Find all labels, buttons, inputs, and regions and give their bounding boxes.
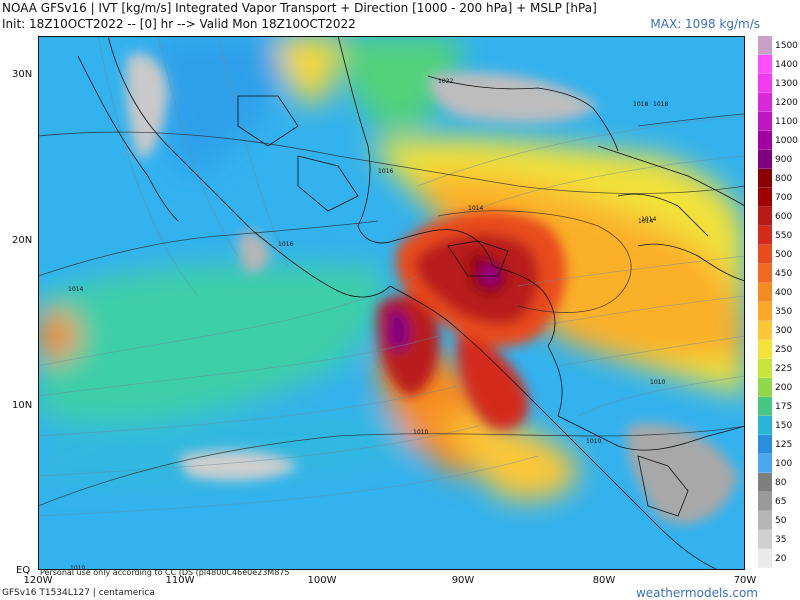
colorbar-segment [758, 36, 772, 55]
lat-label-20n: 20N [12, 235, 33, 246]
colorbar-tick-label: 800 [775, 173, 793, 184]
colorbar-segment [758, 416, 772, 435]
colorbar-segment [758, 188, 772, 207]
max-value-label: MAX: 1098 kg/m/s [650, 17, 760, 31]
isobar-label: 1010 [413, 429, 428, 436]
model-info: GFSv16 T1534L127 | centamerica [2, 588, 155, 598]
isobar-label: 1014 [68, 286, 83, 293]
colorbar-segment [758, 340, 772, 359]
colorbar-segment [758, 93, 772, 112]
colorbar-tick-label: 600 [775, 211, 793, 222]
isobar-label: 1018 [633, 101, 648, 108]
colorbar-segment [758, 264, 772, 283]
colorbar-tick-label: 900 [775, 154, 793, 165]
colorbar-tick-label: 50 [775, 515, 787, 526]
isobar-label: 1010 [70, 565, 85, 570]
map-title: NOAA GFSv16 | IVT [kg/m/s] Integrated Va… [2, 1, 597, 15]
colorbar-tick-label: 175 [775, 401, 793, 412]
colorbar-segment [758, 169, 772, 188]
colorbar-tick-label: 550 [775, 230, 793, 241]
colorbar-tick-label: 250 [775, 344, 793, 355]
colorbar [758, 36, 772, 568]
pacific-coastline [107, 36, 391, 298]
lat-label-30n: 30N [12, 69, 33, 80]
map-frame [38, 36, 745, 570]
colorbar-segment [758, 454, 772, 473]
colorbar-tick-label: 450 [775, 268, 793, 279]
isobar-label: 1014 [641, 216, 656, 223]
colorbar-tick-label: 1500 [775, 40, 798, 51]
colorbar-segment [758, 359, 772, 378]
colorbar-segment [758, 245, 772, 264]
colorbar-segment [758, 549, 772, 568]
lat-label-eq: EQ [16, 565, 31, 576]
colorbar-tick-label: 100 [775, 458, 793, 469]
colorbar-tick-label: 80 [775, 477, 787, 488]
isobar-label: 1014 [638, 218, 653, 225]
colorbar-tick-label: 1400 [775, 59, 798, 70]
colorbar-segment [758, 74, 772, 93]
colorbar-tick-label: 35 [775, 534, 787, 545]
colorbar-segment [758, 397, 772, 416]
isobar-label: 1010 [650, 379, 665, 386]
colorbar-tick-label: 125 [775, 439, 793, 450]
lon-label-100w: 100W [307, 575, 337, 586]
license-note: Personal use only according to CC (DS (p… [40, 568, 290, 577]
colorbar-tick-label: 400 [775, 287, 793, 298]
lon-label-90w: 90W [451, 575, 475, 586]
colorbar-segment [758, 302, 772, 321]
colorbar-segment [758, 492, 772, 511]
colorbar-tick-label: 150 [775, 420, 793, 431]
colorbar-tick-label: 500 [775, 249, 793, 260]
colorbar-tick-label: 350 [775, 306, 793, 317]
isobar-label: 1022 [438, 78, 453, 85]
isobar-label: 1014 [468, 205, 483, 212]
colorbar-segment [758, 226, 772, 245]
colorbar-segment [758, 511, 772, 530]
colorbar-tick-label: 1300 [775, 78, 798, 89]
lon-label-120w: 120W [23, 575, 53, 586]
ivt-map: 1018 1016 1014 1010 1014 1010 1010 1016 … [38, 36, 745, 570]
colorbar-segment [758, 321, 772, 340]
isobar-label: 1010 [586, 438, 601, 445]
colorbar-segment [758, 473, 772, 492]
lon-label-110w: 110W [165, 575, 195, 586]
colorbar-segment [758, 283, 772, 302]
brand-link[interactable]: weathermodels.com [635, 586, 758, 600]
colorbar-segment [758, 131, 772, 150]
colorbar-tick-label: 1000 [775, 135, 798, 146]
colorbar-tick-label: 65 [775, 496, 787, 507]
colorbar-segment [758, 150, 772, 169]
colorbar-segment [758, 207, 772, 226]
isobar-label: 1016 [378, 168, 393, 175]
colorbar-segment [758, 530, 772, 549]
central-america-coast [389, 285, 719, 570]
colorbar-tick-label: 20 [775, 553, 787, 564]
colorbar-tick-label: 1100 [775, 116, 798, 127]
init-valid-time: Init: 18Z10OCT2022 -- [0] hr --> Valid M… [2, 17, 356, 31]
lon-label-70w: 70W [733, 575, 757, 586]
isobar-label: 1018 [653, 101, 668, 108]
colorbar-segment [758, 55, 772, 74]
colorbar-tick-label: 300 [775, 325, 793, 336]
lon-label-80w: 80W [592, 575, 616, 586]
colorbar-segment [758, 112, 772, 131]
colorbar-tick-label: 200 [775, 382, 793, 393]
lat-label-10n: 10N [12, 400, 33, 411]
colorbar-segment [758, 378, 772, 397]
isobar-label: 1016 [278, 241, 293, 248]
colorbar-tick-label: 1200 [775, 97, 798, 108]
colorbar-segment [758, 435, 772, 454]
colorbar-tick-label: 225 [775, 363, 793, 374]
colorbar-tick-label: 700 [775, 192, 793, 203]
